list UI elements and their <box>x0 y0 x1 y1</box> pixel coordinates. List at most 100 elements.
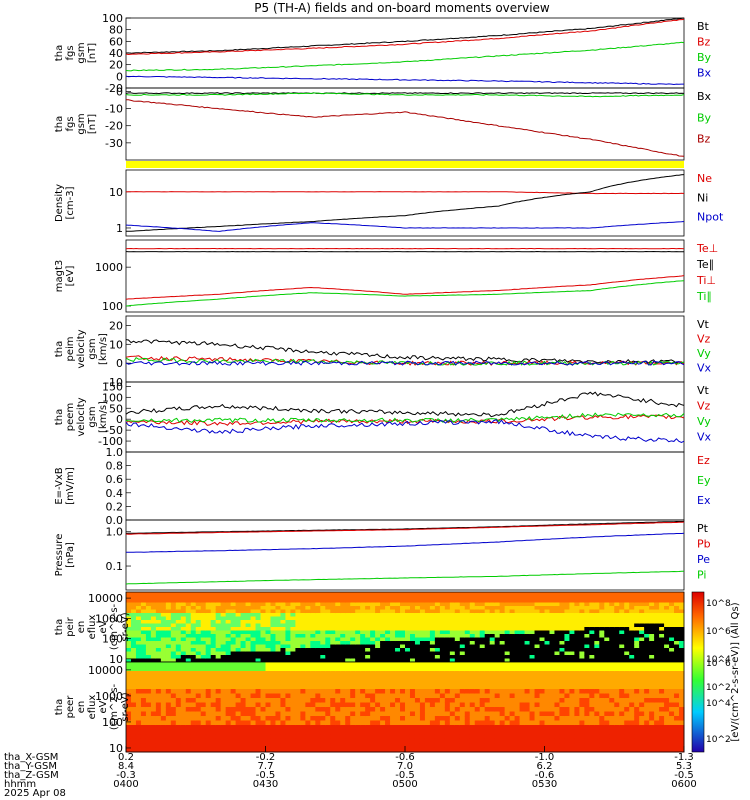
heatmap-cell <box>220 623 227 628</box>
heatmap-cell <box>604 680 610 685</box>
heatmap-cell <box>589 734 595 739</box>
heatmap-cell <box>514 609 521 614</box>
heatmap-cell <box>664 738 670 744</box>
heatmap-cell <box>539 671 545 676</box>
heatmap-cell <box>564 620 570 624</box>
heatmap-cell <box>479 680 486 685</box>
heatmap-cell <box>355 729 361 735</box>
heatmap-cell <box>679 644 685 649</box>
heatmap-cell <box>365 609 371 614</box>
heatmap-cell <box>126 720 132 726</box>
heatmap-cell <box>400 620 406 624</box>
heatmap-cell <box>624 666 630 672</box>
heatmap-cell <box>549 707 555 712</box>
heatmap-cell <box>195 651 202 656</box>
heatmap-cell <box>649 602 655 607</box>
heatmap-cell <box>609 729 615 735</box>
heatmap-cell <box>315 627 321 631</box>
heatmap-cell <box>305 630 311 635</box>
heatmap-cell <box>544 641 550 645</box>
heatmap-cell <box>669 641 675 645</box>
heatmap-cell <box>195 743 202 748</box>
heatmap-cell <box>679 613 685 617</box>
heatmap-cell <box>165 720 172 726</box>
heatmap-cell <box>589 698 595 703</box>
heatmap-cell <box>674 655 680 659</box>
heatmap-cell <box>409 747 416 753</box>
heatmap-cell <box>185 698 192 703</box>
heatmap-cell <box>375 637 381 642</box>
heatmap-cell <box>409 616 416 621</box>
heatmap-cell <box>549 675 555 681</box>
heatmap-cell <box>205 675 212 681</box>
heatmap-cell <box>395 606 401 610</box>
heatmap-cell <box>569 734 575 739</box>
heatmap-cell <box>624 675 630 681</box>
heatmap-cell <box>489 620 496 624</box>
heatmap-cell <box>549 637 555 642</box>
heatmap-cell <box>674 675 680 681</box>
heatmap-cell <box>345 698 351 703</box>
heatmap-cell <box>180 623 187 628</box>
heatmap-cell <box>140 623 147 628</box>
heatmap-cell <box>340 606 346 610</box>
heatmap-cell <box>429 637 436 642</box>
heatmap-cell <box>529 702 536 708</box>
heatmap-cell <box>534 671 541 676</box>
heatmap-cell <box>409 671 416 676</box>
heatmap-cell <box>424 734 431 739</box>
heatmap-cell <box>280 689 286 694</box>
heatmap-cell <box>419 680 426 685</box>
heatmap-cell <box>255 620 262 624</box>
heatmap-cell <box>280 658 286 663</box>
heatmap-cell <box>559 684 565 690</box>
heatmap-cell <box>185 684 192 690</box>
heatmap-cell <box>509 747 516 753</box>
heatmap-cell <box>469 609 476 614</box>
heatmap-cell <box>494 634 501 638</box>
heatmap-cell <box>190 702 197 708</box>
legend-label: Te⊥ <box>696 242 718 255</box>
heatmap-cell <box>539 651 545 656</box>
heatmap-cell <box>544 658 550 663</box>
heatmap-cell <box>639 613 645 617</box>
heatmap-cell <box>554 716 560 721</box>
heatmap-cell <box>140 595 147 600</box>
heatmap-cell <box>414 609 421 614</box>
heatmap-cell <box>365 623 371 628</box>
heatmap-cell <box>419 634 426 638</box>
heatmap-cell <box>315 637 321 642</box>
heatmap-cell <box>569 606 575 610</box>
heatmap-cell <box>444 743 451 748</box>
heatmap-cell <box>509 725 516 730</box>
heatmap-cell <box>325 698 331 703</box>
heatmap-cell <box>534 627 541 631</box>
heatmap-cell <box>230 627 237 631</box>
heatmap-cell <box>210 602 217 607</box>
heatmap-cell <box>634 655 640 659</box>
heatmap-cell <box>395 738 401 744</box>
heatmap-cell <box>594 729 600 735</box>
heatmap-cell <box>494 734 501 739</box>
heatmap-cell <box>574 702 580 708</box>
heatmap-cell <box>524 716 531 721</box>
heatmap-cell <box>190 720 197 726</box>
heatmap-cell <box>634 595 640 600</box>
heatmap-cell <box>614 671 620 676</box>
heatmap-cell <box>479 693 486 699</box>
heatmap-cell <box>444 627 451 631</box>
heatmap-cell <box>185 662 192 667</box>
heatmap-cell <box>175 675 182 681</box>
heatmap-cell <box>395 620 401 624</box>
heatmap-cell <box>499 689 506 694</box>
heatmap-cell <box>649 689 655 694</box>
heatmap-cell <box>494 662 501 667</box>
heatmap-cell <box>524 662 531 667</box>
heatmap-cell <box>509 711 516 717</box>
heatmap-cell <box>275 747 281 753</box>
heatmap-cell <box>674 738 680 744</box>
heatmap-cell <box>514 613 521 617</box>
heatmap-cell <box>235 662 242 667</box>
heatmap-cell <box>185 655 192 659</box>
heatmap-cell <box>210 606 217 610</box>
